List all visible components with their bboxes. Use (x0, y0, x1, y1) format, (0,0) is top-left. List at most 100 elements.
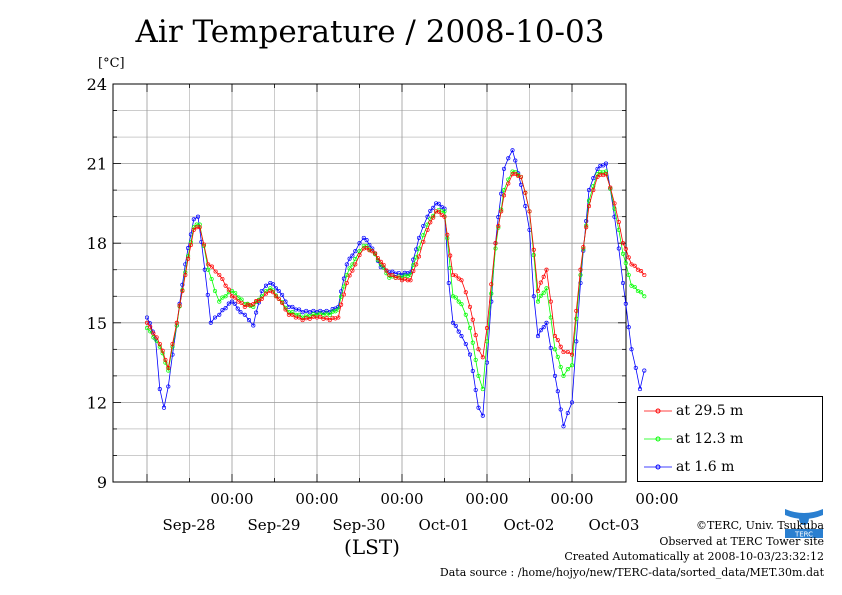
series-point (586, 188, 592, 193)
series-point (197, 225, 202, 230)
series-point (174, 320, 179, 325)
series-point (205, 292, 210, 297)
series-point (151, 331, 156, 336)
legend-item-29m: at 29.5 m (644, 401, 743, 421)
series-point (561, 373, 566, 378)
series-point (226, 287, 231, 292)
series-point (548, 299, 553, 304)
series-point (598, 163, 603, 168)
x-tick-date-label: Sep-28 (163, 516, 216, 534)
series-point (467, 352, 473, 357)
series-point (233, 290, 238, 296)
credit-line-4: Data source : /home/hojyo/new/TERC-data/… (439, 565, 824, 579)
series-point (324, 316, 329, 321)
series-point (378, 259, 383, 264)
series-point (251, 323, 256, 328)
series-point (300, 310, 305, 315)
series-point (263, 288, 269, 294)
series-point (574, 316, 579, 321)
series-point (601, 173, 606, 178)
series-point (480, 355, 485, 360)
series-point (353, 249, 358, 254)
series-point (280, 292, 285, 297)
series-point (616, 246, 621, 251)
series-point (256, 298, 261, 303)
series-point (620, 241, 626, 246)
series-point (246, 318, 252, 323)
series-point (273, 286, 278, 291)
chart-title: Air Temperature / 2008-10-03 (135, 14, 605, 50)
series-point (470, 368, 475, 374)
series-point (170, 341, 175, 347)
series-point (476, 373, 481, 378)
series-point (408, 278, 413, 283)
series-point (632, 284, 637, 290)
series-point (191, 225, 196, 230)
series-point (144, 320, 150, 325)
series-point (595, 174, 600, 179)
series-point (339, 302, 344, 307)
series-point (238, 310, 243, 315)
series-point (459, 278, 464, 283)
series-point (501, 166, 507, 171)
series-point (191, 217, 196, 222)
series-point (318, 314, 323, 319)
series-point (527, 209, 532, 214)
series-point (330, 309, 335, 314)
series-point (480, 387, 485, 392)
series-point (569, 363, 575, 368)
series-point (450, 272, 456, 278)
credit-line-3: Created Automatically at 2008-10-03/23:3… (564, 550, 824, 563)
series-point (416, 235, 422, 240)
series-point (598, 169, 603, 175)
series-point (642, 368, 647, 373)
series-point (229, 299, 235, 304)
series-point (361, 246, 366, 251)
series-point (177, 303, 182, 308)
chart-legend: at 29.5 m at 12.3 m at 1.6 m (637, 396, 823, 482)
series-point (489, 282, 494, 287)
series-point (428, 208, 433, 213)
series-point (290, 312, 295, 317)
series-point (459, 334, 464, 339)
series-point (276, 296, 281, 301)
series-point (591, 188, 596, 193)
series-point (220, 308, 225, 313)
series-point (254, 310, 259, 315)
x-tick-time-label: 00:00 (210, 490, 253, 508)
series-point (154, 335, 159, 340)
legend-label-1m: at 1.6 m (676, 459, 735, 475)
series-point (626, 325, 631, 330)
series-point (414, 255, 419, 260)
series-point (574, 308, 579, 313)
series-point (639, 290, 644, 295)
series-point (347, 273, 352, 278)
y-tick-label: 12 (87, 393, 107, 412)
series-point (297, 312, 302, 317)
series-point (150, 329, 155, 334)
series-point (268, 286, 273, 291)
series-point (470, 317, 475, 322)
series-point (157, 341, 162, 347)
series-point (353, 257, 358, 262)
series-point (433, 201, 439, 206)
series-point (330, 307, 335, 312)
series-point (637, 387, 643, 392)
legend-item-1m: at 1.6 m (644, 457, 734, 477)
series-point (344, 280, 349, 286)
series-point (538, 293, 543, 298)
series-point (439, 212, 444, 217)
legend-item-12m: at 12.3 m (644, 429, 743, 449)
series-point (591, 184, 596, 189)
series-point (209, 264, 214, 269)
series-point (535, 334, 541, 339)
series-point (271, 290, 276, 295)
series-point (493, 241, 498, 246)
series-point (157, 387, 162, 392)
series-point (531, 247, 536, 252)
series-point (195, 214, 201, 219)
series-point (552, 373, 558, 378)
series-point (569, 352, 575, 357)
series-point (456, 329, 461, 334)
series-point (531, 294, 536, 299)
